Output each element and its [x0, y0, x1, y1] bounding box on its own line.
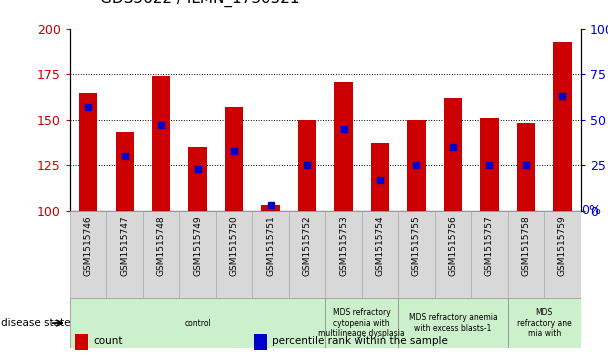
Bar	[298, 120, 316, 211]
Bar	[508, 298, 581, 348]
Bar	[480, 118, 499, 211]
Bar	[325, 211, 362, 298]
Bar	[254, 334, 266, 350]
Bar	[334, 82, 353, 211]
Bar	[216, 211, 252, 298]
Text: GSM1515759: GSM1515759	[558, 215, 567, 276]
Bar	[544, 211, 581, 298]
Bar	[325, 298, 398, 348]
Text: MDS
refractory ane
mia with: MDS refractory ane mia with	[517, 308, 572, 338]
Text: GSM1515748: GSM1515748	[157, 215, 165, 276]
Text: percentile rank within the sample: percentile rank within the sample	[272, 336, 447, 346]
Text: GSM1515758: GSM1515758	[522, 215, 530, 276]
Text: 0%: 0%	[581, 204, 601, 217]
Bar	[398, 298, 508, 348]
Bar	[179, 211, 216, 298]
Bar	[261, 205, 280, 211]
Text: GSM1515749: GSM1515749	[193, 215, 202, 276]
Text: GSM1515754: GSM1515754	[376, 215, 384, 276]
Bar	[371, 143, 389, 211]
Text: GSM1515751: GSM1515751	[266, 215, 275, 276]
Text: GSM1515746: GSM1515746	[84, 215, 92, 276]
Text: GSM1515750: GSM1515750	[230, 215, 238, 276]
Bar	[289, 211, 325, 298]
Bar	[70, 211, 106, 298]
Text: MDS refractory anemia
with excess blasts-1: MDS refractory anemia with excess blasts…	[409, 313, 497, 333]
Bar	[143, 211, 179, 298]
Bar	[79, 93, 97, 211]
Bar	[471, 211, 508, 298]
Bar	[188, 147, 207, 211]
Text: GSM1515747: GSM1515747	[120, 215, 129, 276]
Text: GSM1515752: GSM1515752	[303, 215, 311, 276]
Bar	[407, 120, 426, 211]
Bar	[225, 107, 243, 211]
Bar	[106, 211, 143, 298]
Bar	[508, 211, 544, 298]
Bar	[75, 334, 88, 350]
Bar	[116, 132, 134, 211]
Bar	[252, 211, 289, 298]
Text: GDS5622 / ILMN_1730521: GDS5622 / ILMN_1730521	[100, 0, 300, 7]
Bar	[517, 123, 535, 211]
Text: control: control	[184, 319, 211, 327]
Text: disease state: disease state	[1, 318, 70, 328]
Text: GSM1515755: GSM1515755	[412, 215, 421, 276]
Bar	[444, 98, 462, 211]
Bar	[362, 211, 398, 298]
Text: GSM1515757: GSM1515757	[485, 215, 494, 276]
Bar	[70, 298, 325, 348]
Bar	[553, 42, 572, 211]
Bar	[398, 211, 435, 298]
Text: GSM1515753: GSM1515753	[339, 215, 348, 276]
Bar	[435, 211, 471, 298]
Text: MDS refractory
cytopenia with
multilineage dysplasia: MDS refractory cytopenia with multilinea…	[319, 308, 405, 338]
Bar	[152, 76, 170, 211]
Text: GSM1515756: GSM1515756	[449, 215, 457, 276]
Text: count: count	[93, 336, 122, 346]
